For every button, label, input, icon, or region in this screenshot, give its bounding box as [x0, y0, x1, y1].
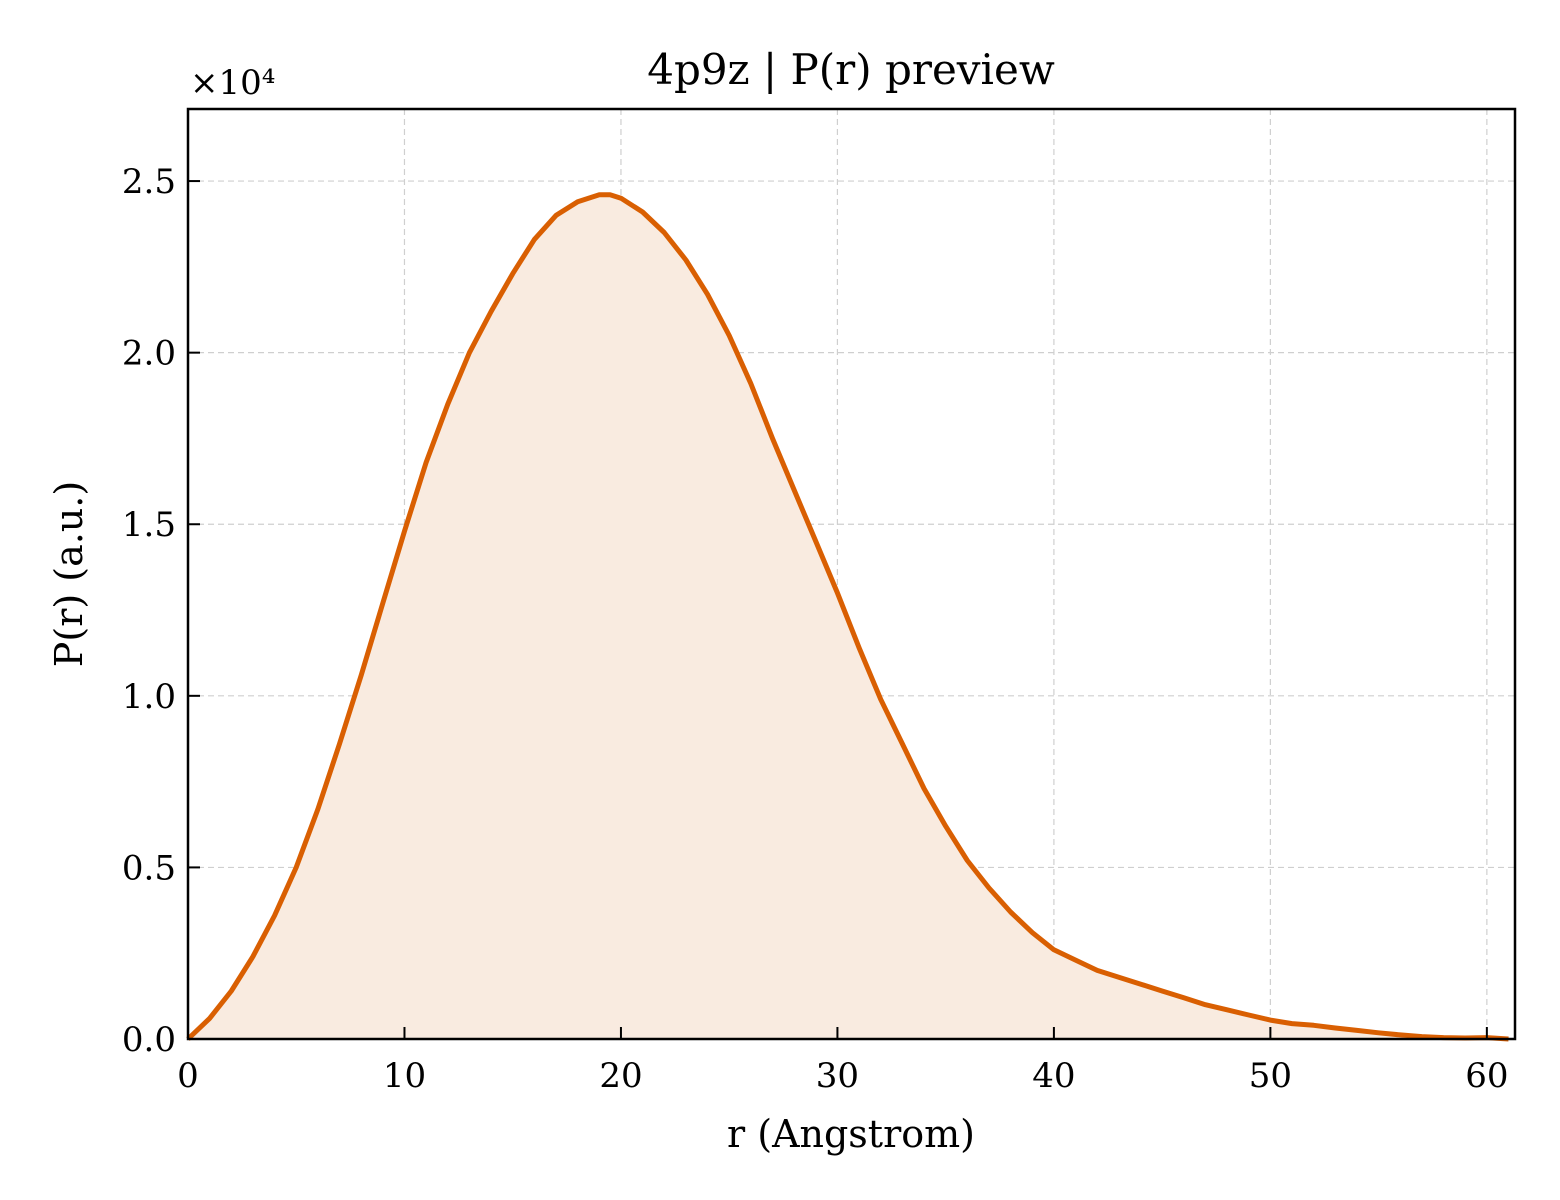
area-fill: [188, 194, 1509, 1040]
x-axis: 0 10 20 30 40 50 60: [177, 1027, 1508, 1096]
y-axis-title: P(r) (a.u.): [47, 481, 91, 667]
y-tick-label: 2.0: [122, 334, 176, 374]
x-tick-label: 20: [599, 1056, 642, 1096]
plot-frame: [186, 107, 1517, 1041]
y-tick-label: 1.5: [122, 505, 176, 545]
y-tick-label: 0.0: [122, 1020, 176, 1060]
x-tick-label: 60: [1465, 1056, 1508, 1096]
x-tick-label: 10: [383, 1056, 426, 1096]
y-tick-label: 2.5: [122, 162, 176, 202]
x-tick-label: 40: [1032, 1056, 1075, 1096]
chart-title: 4p9z | P(r) preview: [647, 45, 1055, 94]
x-tick-label: 50: [1249, 1056, 1292, 1096]
x-tick-label: 0: [177, 1056, 199, 1096]
series-line: [186, 192, 1509, 1042]
x-tick-label: 30: [816, 1056, 859, 1096]
y-tick-label: 0.5: [122, 848, 176, 888]
y-axis: 0.0 0.5 1.0 1.5 2.0 2.5: [122, 162, 200, 1060]
y-scale-multiplier: ×10⁴: [190, 63, 275, 103]
y-tick-label: 1.0: [122, 677, 176, 717]
x-axis-title: r (Angstrom): [727, 1112, 975, 1156]
